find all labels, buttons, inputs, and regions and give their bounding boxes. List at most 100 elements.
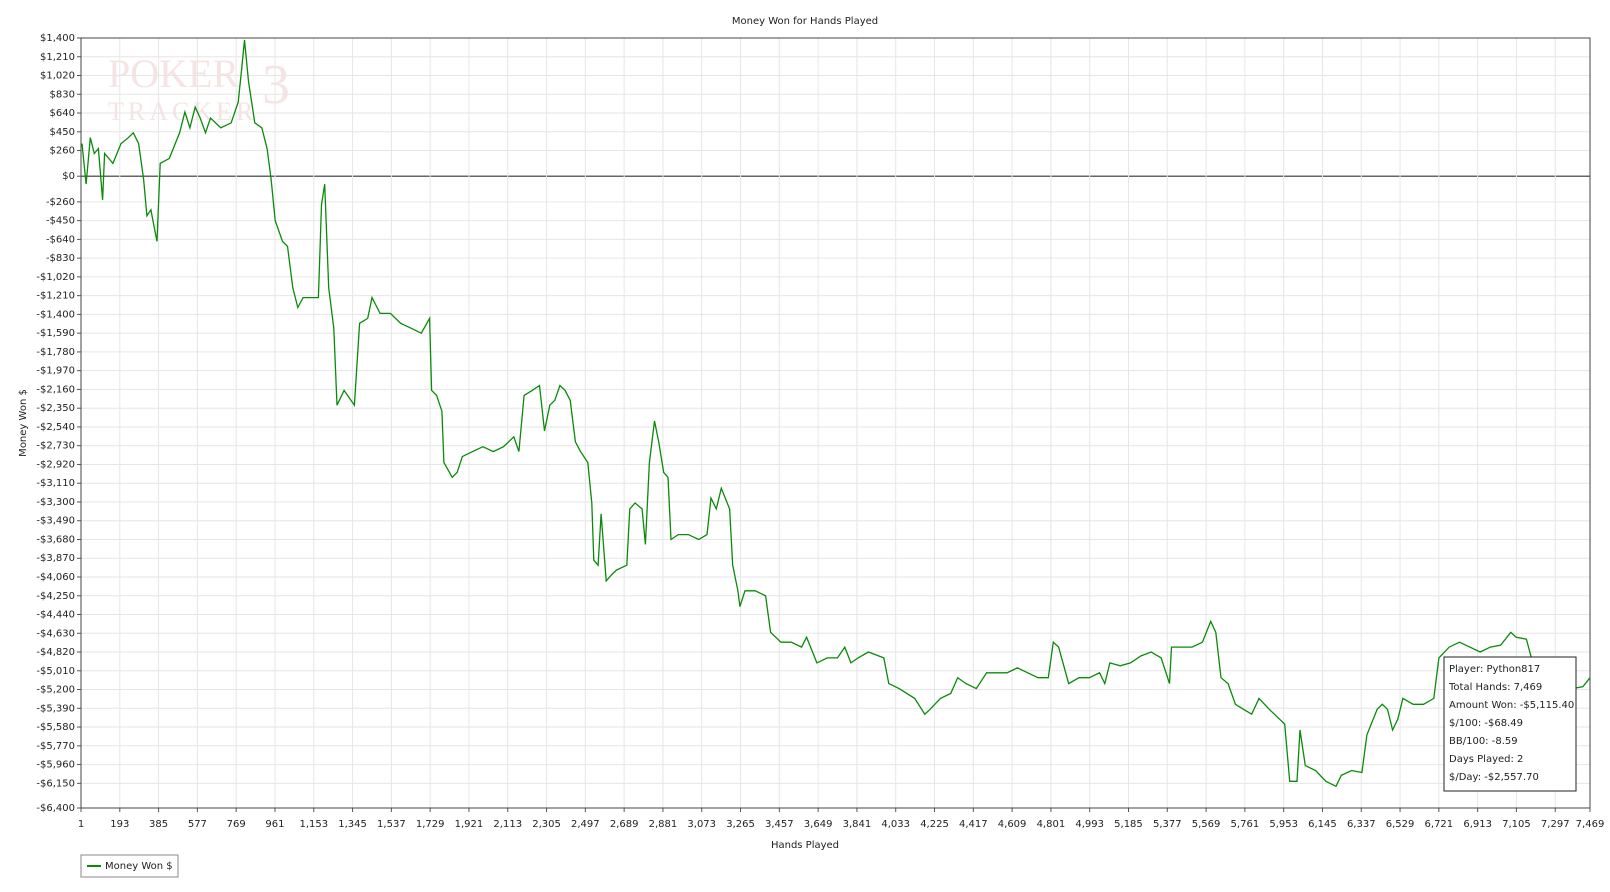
y-tick-label: -$2,160 <box>36 384 75 395</box>
y-tick-label: -$640 <box>46 234 75 245</box>
x-tick-label: 4,609 <box>998 819 1027 830</box>
y-tick-label: -$5,010 <box>36 666 75 677</box>
tooltip-text: BB/100: -8.59 <box>1449 736 1518 747</box>
y-tick-label: -$5,960 <box>36 760 75 771</box>
x-tick-label: 6,721 <box>1425 819 1454 830</box>
y-tick-label: $1,400 <box>40 33 75 44</box>
x-tick-label: 6,913 <box>1463 819 1492 830</box>
x-tick-label: 193 <box>110 819 129 830</box>
x-tick-label: 4,801 <box>1037 819 1066 830</box>
x-tick-label: 769 <box>227 819 246 830</box>
watermark-text: POKER <box>108 51 239 96</box>
y-tick-label: -$3,490 <box>36 516 75 527</box>
x-tick-label: 2,689 <box>610 819 639 830</box>
series-line <box>81 39 1591 788</box>
tooltip-text: Days Played: 2 <box>1449 754 1523 765</box>
x-tick-label: 5,953 <box>1269 819 1298 830</box>
y-tick-label: -$5,770 <box>36 741 75 752</box>
tooltip-text: Total Hands: 7,469 <box>1448 682 1542 693</box>
x-tick-label: 4,225 <box>920 819 949 830</box>
y-tick-label: -$260 <box>46 197 75 208</box>
x-axis-label: Hands Played <box>771 840 839 851</box>
y-tick-label: -$1,590 <box>36 328 75 339</box>
y-tick-label: -$1,400 <box>36 309 75 320</box>
x-tick-label: 4,033 <box>881 819 910 830</box>
x-tick-label: 2,881 <box>649 819 678 830</box>
legend-box <box>80 854 179 878</box>
x-tick-label: 5,761 <box>1231 819 1260 830</box>
chart-title: Money Won for Hands Played <box>732 16 878 27</box>
x-tick-label: 3,265 <box>726 819 755 830</box>
x-tick-label: 577 <box>188 819 207 830</box>
x-tick-label: 6,529 <box>1386 819 1415 830</box>
x-tick-label: 2,305 <box>532 819 561 830</box>
x-tick-label: 5,185 <box>1114 819 1143 830</box>
tooltip-box <box>1443 656 1577 792</box>
y-axis-label: Money Won $ <box>18 389 29 457</box>
y-tick-label: -$4,630 <box>36 628 75 639</box>
y-tick-label: $1,020 <box>40 71 75 82</box>
x-tick-label: 961 <box>265 819 284 830</box>
y-tick-label: -$5,390 <box>36 703 75 714</box>
y-tick-label: -$5,200 <box>36 685 75 696</box>
y-tick-label: -$6,150 <box>36 778 75 789</box>
y-tick-label: $640 <box>50 108 75 119</box>
y-tick-label: -$3,680 <box>36 534 75 545</box>
legend-label: Money Won $ <box>105 861 173 872</box>
x-tick-label: 6,145 <box>1308 819 1337 830</box>
y-tick-label: -$2,350 <box>36 403 75 414</box>
y-tick-label: -$1,210 <box>36 291 75 302</box>
y-tick-label: -$4,060 <box>36 572 75 583</box>
watermark: POKER TRACKER 3 <box>108 51 290 126</box>
x-tick-label: 6,337 <box>1347 819 1376 830</box>
y-tick-label: -$450 <box>46 216 75 227</box>
x-tick-label: 1,729 <box>416 819 445 830</box>
y-tick-label: -$2,730 <box>36 441 75 452</box>
x-tick-label: 385 <box>149 819 168 830</box>
x-tick-label: 1,921 <box>455 819 484 830</box>
y-tick-label: -$1,970 <box>36 366 75 377</box>
tooltip-text: $/100: -$68.49 <box>1449 718 1523 729</box>
y-tick-label: $1,210 <box>40 52 75 63</box>
x-tick-label: 4,417 <box>959 819 988 830</box>
x-tick-label: 7,297 <box>1541 819 1570 830</box>
y-tick-label: -$4,440 <box>36 610 75 621</box>
x-tick-label: 5,377 <box>1153 819 1182 830</box>
y-tick-label: -$3,870 <box>36 553 75 564</box>
x-tick-label: 3,073 <box>687 819 716 830</box>
y-tick-label: $450 <box>50 127 75 138</box>
x-tick-label: 1,345 <box>338 819 367 830</box>
y-tick-label: -$4,250 <box>36 591 75 602</box>
x-tick-label: 1,153 <box>299 819 328 830</box>
y-tick-label: -$5,580 <box>36 722 75 733</box>
y-tick-label: -$2,540 <box>36 422 75 433</box>
x-tick-label: 3,649 <box>804 819 833 830</box>
y-tick-label: -$1,780 <box>36 347 75 358</box>
x-tick-label: 7,105 <box>1502 819 1531 830</box>
y-tick-label: -$1,020 <box>36 272 75 283</box>
y-tick-label: -$830 <box>46 253 75 264</box>
plot-frame <box>80 37 1591 809</box>
x-tick-label: 2,113 <box>493 819 522 830</box>
x-tick-label: 3,841 <box>843 819 872 830</box>
tooltip-text: Player: Python817 <box>1449 664 1540 675</box>
watermark-text: TRACKER <box>108 97 257 126</box>
tooltip-text: $/Day: -$2,557.70 <box>1449 772 1539 783</box>
y-tick-label: $0 <box>62 171 75 182</box>
x-tick-label: 4,993 <box>1075 819 1104 830</box>
y-tick-label: -$4,820 <box>36 647 75 658</box>
watermark-text: 3 <box>262 54 290 116</box>
y-tick-label: -$6,400 <box>36 803 75 814</box>
x-tick-label: 5,569 <box>1192 819 1221 830</box>
y-tick-label: -$3,300 <box>36 497 75 508</box>
tooltip-text: Amount Won: -$5,115.40 <box>1449 700 1574 711</box>
y-tick-label: $260 <box>50 146 75 157</box>
y-tick-label: -$3,110 <box>36 478 75 489</box>
x-tick-label: 2,497 <box>571 819 600 830</box>
x-tick-label: 3,457 <box>765 819 794 830</box>
x-tick-label: 1 <box>78 819 84 830</box>
x-tick-label: 7,469 <box>1576 819 1605 830</box>
y-tick-label: $830 <box>50 89 75 100</box>
x-tick-label: 1,537 <box>377 819 406 830</box>
